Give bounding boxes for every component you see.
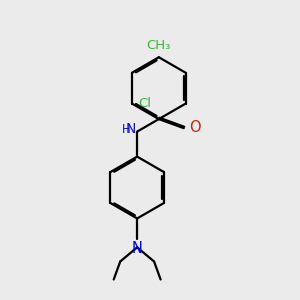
- Text: Cl: Cl: [139, 97, 152, 110]
- Text: N: N: [132, 242, 142, 256]
- Text: H: H: [122, 123, 131, 136]
- Text: O: O: [190, 120, 201, 135]
- Text: N: N: [125, 122, 136, 136]
- Text: CH₃: CH₃: [147, 39, 171, 52]
